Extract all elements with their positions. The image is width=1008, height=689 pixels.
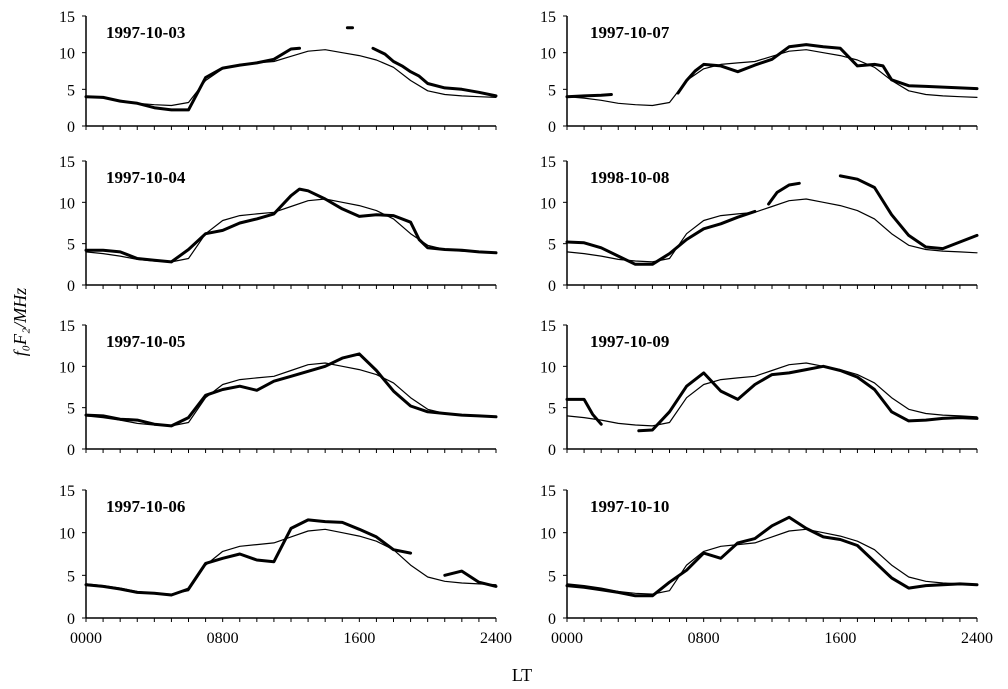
observed-line: [565, 93, 613, 99]
y-tick-label: 5: [548, 401, 556, 418]
reference-line: [566, 198, 978, 263]
observed-line: [767, 181, 801, 206]
panels: 0 5 10 15 1997-10-03 0 5 10 15 1997-10-07 0 5 10 15 19…: [59, 9, 993, 647]
observed-line: [565, 397, 603, 426]
panel-title: 1997-10-10: [590, 497, 669, 516]
reference-line: [85, 528, 497, 595]
y-tick-label: 10: [540, 46, 556, 63]
observed-line: [565, 209, 757, 266]
y-tick-label: 0: [548, 278, 556, 295]
panel: 0 5 10 15 1997-10-04: [59, 154, 498, 295]
x-tick-label: 1600: [343, 630, 375, 647]
reference-line: [566, 362, 978, 427]
panel: 0 5 10 15 0000 0800 1600 2400 1997-10-10: [540, 483, 993, 647]
y-tick-label: 5: [548, 568, 556, 585]
x-tick-label: 2400: [480, 630, 512, 647]
panel: 0 5 10 15 1997-10-05: [59, 318, 498, 459]
y-tick-label: 10: [59, 195, 75, 212]
y-tick-label: 5: [67, 82, 75, 99]
panel: 0 5 10 15 1998-10-08: [540, 154, 979, 295]
observed-line: [84, 518, 413, 597]
y-tick-label: 5: [548, 237, 556, 254]
observed-line: [84, 352, 498, 428]
panel-title: 1997-10-05: [106, 332, 185, 351]
y-tick-label: 15: [540, 318, 556, 335]
y-tick-label: 10: [59, 359, 75, 376]
y-tick-label: 15: [59, 154, 75, 171]
y-tick-label: 0: [548, 119, 556, 136]
y-tick-label: 0: [67, 442, 75, 459]
y-tick-label: 5: [548, 82, 556, 99]
x-tick-label: 2400: [961, 630, 993, 647]
y-tick-label: 15: [59, 483, 75, 500]
reference-line: [566, 528, 978, 595]
panel-title: 1997-10-04: [106, 168, 186, 187]
reference-line: [85, 49, 497, 107]
y-tick-label: 10: [59, 46, 75, 63]
y-tick-label: 15: [59, 9, 75, 26]
panel: 0 5 10 15 1997-10-03: [59, 9, 498, 136]
y-tick-label: 15: [59, 318, 75, 335]
observed-line: [565, 515, 979, 598]
y-tick-label: 0: [67, 611, 75, 628]
y-tick-label: 0: [67, 119, 75, 136]
panel: 0 5 10 15 1997-10-09: [540, 318, 979, 459]
x-tick-label: 0000: [70, 630, 102, 647]
y-tick-label: 15: [540, 9, 556, 26]
y-tick-label: 10: [540, 195, 556, 212]
y-tick-label: 10: [540, 526, 556, 543]
panel-title: 1997-10-07: [590, 23, 670, 42]
observed-line: [371, 46, 498, 98]
x-tick-label: 0000: [551, 630, 583, 647]
y-tick-label: 15: [540, 154, 556, 171]
observed-line: [637, 364, 979, 433]
observed-line: [838, 174, 979, 251]
y-tick-label: 5: [67, 401, 75, 418]
y-tick-label: 5: [67, 568, 75, 585]
observed-line: [443, 569, 498, 588]
panel-title: 1997-10-06: [106, 497, 185, 516]
y-tick-label: 0: [67, 278, 75, 295]
x-tick-label: 0800: [688, 630, 720, 647]
panel-title: 1997-10-09: [590, 332, 669, 351]
observed-line: [676, 43, 979, 95]
y-axis-label: f₀F₂/MHz: [10, 288, 30, 357]
panel-title: 1998-10-08: [590, 168, 669, 187]
y-tick-label: 10: [59, 526, 75, 543]
panel: 0 5 10 15 1997-10-07: [540, 9, 979, 136]
x-tick-label: 0800: [207, 630, 239, 647]
reference-line: [566, 49, 978, 107]
y-tick-label: 0: [548, 442, 556, 459]
panel-title: 1997-10-03: [106, 23, 185, 42]
observed-line: [84, 46, 301, 112]
x-tick-label: 1600: [824, 630, 856, 647]
panel: 0 5 10 15 0000 0800 1600 2400 1997-10-06: [59, 483, 512, 647]
observed-line: [84, 187, 498, 264]
reference-line: [85, 198, 497, 263]
y-tick-label: 5: [67, 237, 75, 254]
reference-line: [85, 362, 497, 427]
y-tick-label: 0: [548, 611, 556, 628]
x-axis-label: LT: [512, 665, 532, 685]
y-tick-label: 15: [540, 483, 556, 500]
y-tick-label: 10: [540, 359, 556, 376]
